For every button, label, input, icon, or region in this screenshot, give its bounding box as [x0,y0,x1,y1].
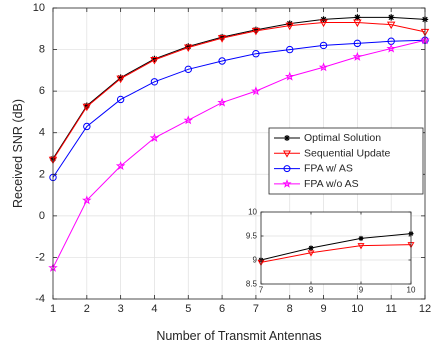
main-data-point [318,62,329,72]
main-x-tick-label: 8 [287,303,293,315]
inset-x-tick-label: 10 [407,286,416,295]
main-series-2 [49,36,429,182]
main-series-1 [48,19,430,165]
main-data-point [116,95,125,104]
legend-label: FPA w/ AS [304,163,353,175]
main-y-tick-label: 8 [39,44,45,56]
main-x-tick-label: 10 [351,303,363,315]
main-data-point [284,71,295,81]
inset-y-tick-label: 10 [248,208,257,217]
inset-series-line-0 [260,233,412,261]
legend-swatch-marker [284,135,290,141]
main-data-point [251,27,261,36]
main-y-tick-label: -4 [35,293,45,305]
inset-series-line-1 [260,244,412,263]
inset-data-point [308,245,314,251]
main-x-tick-label: 11 [385,303,396,315]
main-data-point [217,97,227,107]
legend-label: Optimal Solution [304,132,381,144]
main-series-line-2 [52,39,426,178]
main-y-tick-label: 0 [39,210,45,222]
inset-x-tick-label: 7 [259,286,264,295]
main-x-tick-label: 7 [253,303,259,315]
legend-entry-1: Sequential Update [274,147,391,159]
inset-y-tick-label: 9.5 [246,232,258,241]
main-series-line-0 [52,16,426,159]
main-data-point [387,14,395,21]
inset-axes-frame [260,211,412,285]
legend-swatch-marker [283,165,291,173]
main-data-point [184,44,193,53]
main-data-point [352,51,363,61]
main-x-tick-label: 5 [185,303,191,315]
main-data-point [319,41,328,50]
inset-plot-area [261,212,411,284]
main-data-point [252,50,260,58]
main-data-point [251,86,261,96]
main-data-point [150,56,159,65]
main-x-tick-label: 4 [151,303,157,315]
main-data-point [217,35,227,43]
inset-data-point [358,235,364,241]
main-data-point [353,19,362,28]
main-data-point [319,19,328,28]
legend-entry-2: FPA w/ AS [274,163,353,175]
main-series-line-3 [52,39,426,269]
main-y-tick-label: 6 [39,85,45,97]
inset-plot: 7 8 9 10 8.5 9 9.5 10 [246,208,416,295]
legend-label: FPA w/o AS [304,178,359,190]
main-x-tick-label: 12 [419,303,431,315]
inset-data-point [307,250,315,257]
x-axis-title: Number of Transmit Antennas [156,329,321,341]
legend-label: Sequential Update [304,147,391,159]
inset-y-tick-label: 9 [253,256,258,265]
main-data-point [353,39,362,48]
main-data-point [116,75,125,84]
main-y-tick-label: 10 [33,2,45,14]
main-data-point [150,78,159,86]
main-data-point [183,115,194,125]
inset-x-tick-label: 9 [359,286,364,295]
main-data-point [386,21,396,30]
legend-box [268,127,424,195]
main-data-point [285,22,294,31]
main-data-point [286,45,294,54]
main-axes-frame [52,7,426,300]
main-y-tick-label: -2 [35,251,45,263]
main-series-line-1 [52,22,426,161]
main-x-tick-label: 9 [320,303,326,315]
legend-swatch-marker [283,150,291,158]
main-y-tick-label: 4 [39,127,45,139]
main-y-tick-label: 2 [39,168,45,180]
main-data-point [354,14,361,21]
main-data-point [115,160,126,171]
legend-entry-3: FPA w/o AS [274,178,359,190]
main-x-tick-label: 6 [219,303,225,315]
main-data-point [184,65,192,74]
main-data-point [149,132,160,142]
main-data-point [386,43,396,53]
main-x-tick-label: 1 [50,303,56,315]
y-axis-title: Received SNR (dB) [11,99,25,208]
legend-swatch-marker [282,179,292,188]
inset-y-tick-label: 8.5 [246,280,258,289]
inset-x-tick-label: 8 [309,286,314,295]
main-x-tick-label: 3 [118,303,124,315]
legend-entry-0: Optimal Solution [274,132,381,144]
main-x-tick-label: 2 [84,303,90,315]
main-data-point [82,103,92,112]
main-data-point [83,122,91,131]
main-data-point [82,195,92,205]
main-data-point [218,57,226,65]
inset-data-point [357,243,365,250]
legend: Optimal Solution Sequential Update FPA w/ … [268,127,424,195]
